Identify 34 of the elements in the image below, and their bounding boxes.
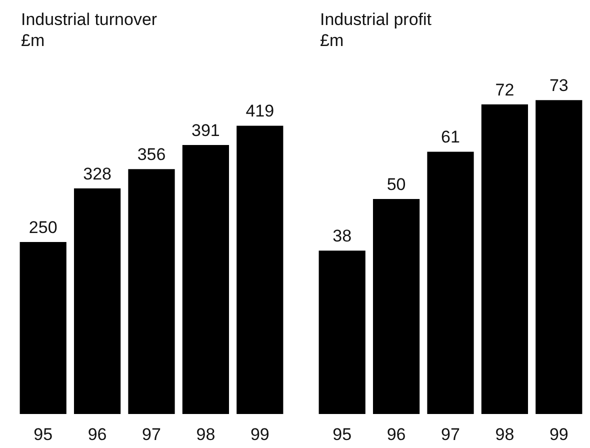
data-label: 72 xyxy=(495,80,514,100)
bar xyxy=(236,126,284,414)
chart-title: Industrial profit xyxy=(320,10,432,29)
bar xyxy=(128,169,175,414)
data-label: 61 xyxy=(441,128,460,147)
bar xyxy=(372,199,420,414)
data-label: 50 xyxy=(386,175,406,194)
bar xyxy=(20,242,66,414)
bar xyxy=(74,188,121,414)
data-label: 419 xyxy=(246,102,274,121)
x-tick-label: 95 xyxy=(332,425,352,444)
x-tick-label: 98 xyxy=(196,425,216,444)
chart-title: Industrial turnover xyxy=(21,10,158,29)
data-label: 38 xyxy=(332,226,352,246)
bar xyxy=(481,104,528,414)
chart-subtitle: £m xyxy=(21,31,45,50)
x-tick-label: 96 xyxy=(88,425,107,444)
x-tick-label: 99 xyxy=(250,425,270,444)
x-tick-label: 98 xyxy=(495,425,514,444)
data-label: 356 xyxy=(137,145,166,164)
chart-subtitle: £m xyxy=(320,31,344,50)
x-tick-label: 99 xyxy=(549,425,568,444)
data-label: 250 xyxy=(28,218,58,237)
bar xyxy=(536,100,582,414)
bar xyxy=(318,250,366,414)
x-tick-label: 96 xyxy=(386,425,406,444)
data-label: 73 xyxy=(549,76,568,96)
x-tick-label: 97 xyxy=(142,425,161,444)
data-label: 391 xyxy=(192,120,220,140)
data-label: 328 xyxy=(83,164,112,184)
bar xyxy=(182,144,230,414)
x-tick-label: 97 xyxy=(441,425,460,444)
bar xyxy=(427,152,474,414)
x-tick-label: 95 xyxy=(34,425,53,444)
